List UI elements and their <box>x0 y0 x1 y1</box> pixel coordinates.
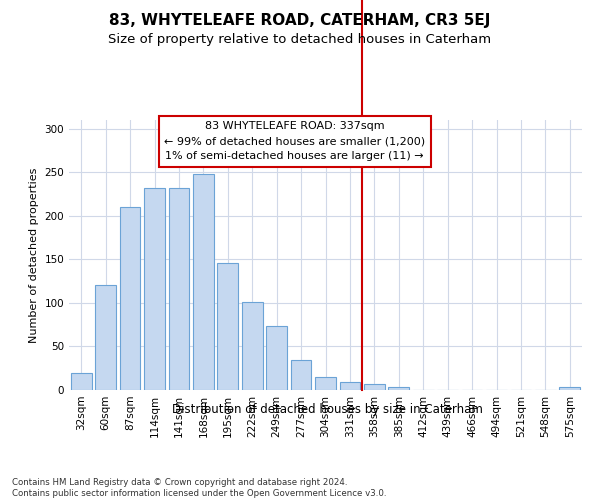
Bar <box>364 384 385 390</box>
Bar <box>169 188 190 390</box>
Bar <box>144 188 165 390</box>
Bar <box>217 263 238 390</box>
Text: 83 WHYTELEAFE ROAD: 337sqm
← 99% of detached houses are smaller (1,200)
1% of se: 83 WHYTELEAFE ROAD: 337sqm ← 99% of deta… <box>164 122 425 161</box>
Bar <box>388 386 409 390</box>
Bar <box>266 326 287 390</box>
Bar <box>559 388 580 390</box>
Bar <box>242 302 263 390</box>
Text: Distribution of detached houses by size in Caterham: Distribution of detached houses by size … <box>172 402 482 415</box>
Y-axis label: Number of detached properties: Number of detached properties <box>29 168 39 342</box>
Bar <box>119 207 140 390</box>
Bar <box>290 360 311 390</box>
Bar <box>315 377 336 390</box>
Bar <box>193 174 214 390</box>
Text: Size of property relative to detached houses in Caterham: Size of property relative to detached ho… <box>109 32 491 46</box>
Text: 83, WHYTELEAFE ROAD, CATERHAM, CR3 5EJ: 83, WHYTELEAFE ROAD, CATERHAM, CR3 5EJ <box>109 12 491 28</box>
Bar <box>71 372 92 390</box>
Bar <box>340 382 361 390</box>
Bar <box>95 286 116 390</box>
Text: Contains HM Land Registry data © Crown copyright and database right 2024.
Contai: Contains HM Land Registry data © Crown c… <box>12 478 386 498</box>
